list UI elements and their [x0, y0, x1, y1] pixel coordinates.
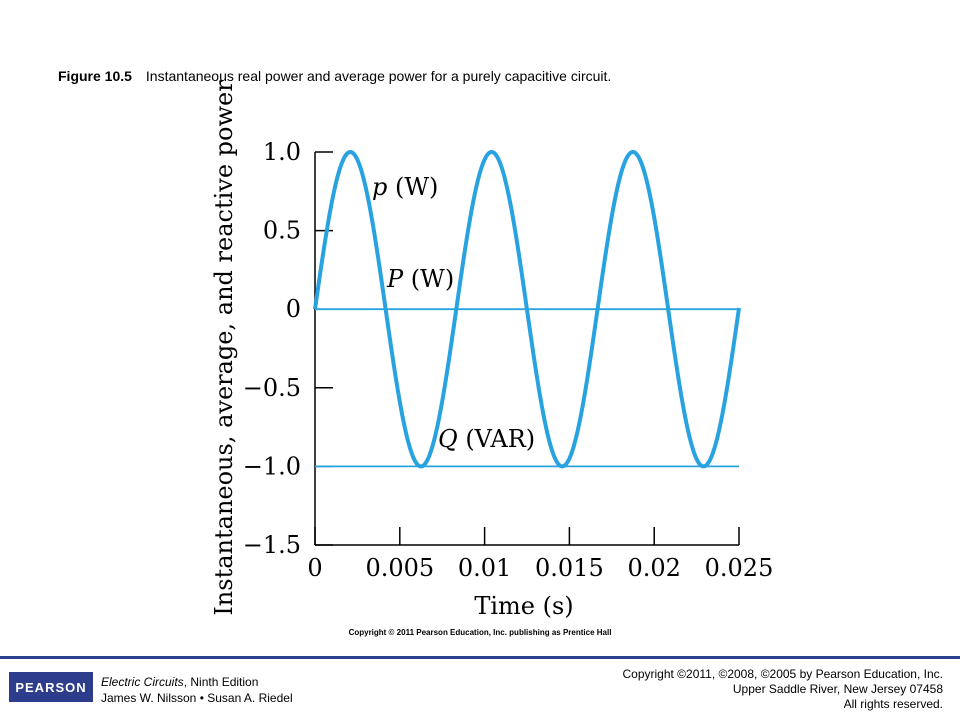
x-tick-label-3: 0.015 [535, 554, 604, 582]
y-tick-label-3: −0.5 [243, 374, 301, 402]
y-ticks: 1.0 0.5 0 −0.5 −1.0 −1.5 [243, 138, 333, 559]
chart-axes [314, 152, 739, 546]
x-tick-label-0: 0 [307, 554, 322, 582]
series-label-P-rest: (W) [403, 265, 454, 293]
series-label-p-rest: (W) [387, 173, 438, 201]
series-label-Q-italic: Q [438, 425, 458, 453]
copyright-line-2: Upper Saddle River, New Jersey 07458 [732, 682, 943, 696]
series-label-p-italic: p [372, 173, 387, 201]
series-label-p: p (W) [372, 173, 438, 201]
book-title: Electric Circuits [101, 675, 184, 689]
y-tick-label-2: 0 [286, 295, 301, 323]
series-label-P: P (W) [386, 265, 454, 293]
book-edition: , Ninth Edition [183, 675, 259, 689]
copyright-line-1: Copyright ©2011, ©2008, ©2005 by Pearson… [622, 667, 943, 681]
chart-series [313, 150, 741, 469]
book-info: Electric Circuits, Ninth Edition James W… [101, 674, 293, 706]
figure-caption-text: Instantaneous real power and average pow… [145, 68, 612, 84]
publisher-info: Copyright ©2011, ©2008, ©2005 by Pearson… [622, 667, 943, 712]
x-tick-label-4: 0.02 [627, 554, 680, 582]
series-label-Q: Q (VAR) [438, 425, 535, 453]
y-axis-label: Instantaneous, average, and reactive pow… [210, 80, 238, 616]
y-tick-label-5: −1.5 [243, 531, 301, 559]
series-label-Q-rest: (VAR) [458, 425, 535, 453]
series-label-P-italic: P [386, 265, 404, 293]
x-tick-label-5: 0.025 [705, 554, 774, 582]
pearson-logo: PEARSON [9, 672, 93, 702]
figure-number: Figure 10.5 [58, 68, 132, 84]
x-axis-label: Time (s) [474, 592, 573, 620]
book-authors: James W. Nilsson • Susan A. Riedel [101, 691, 293, 705]
copyright-line-3: All rights reserved. [843, 697, 943, 711]
x-ticks: 0 0.005 0.01 0.015 0.02 0.025 [307, 527, 773, 582]
y-tick-label-0: 1.0 [263, 138, 301, 166]
figure-copyright: Copyright © 2011 Pearson Education, Inc.… [348, 628, 612, 637]
series-labels: p (W) P (W) Q (VAR) [372, 173, 535, 453]
x-tick-label-1: 0.005 [365, 554, 434, 582]
y-tick-label-1: 0.5 [263, 217, 301, 245]
figure-caption: Figure 10.5 Instantaneous real power and … [58, 68, 611, 84]
x-tick-label-2: 0.01 [458, 554, 511, 582]
footer-divider [0, 656, 960, 659]
y-tick-label-4: −1.0 [243, 452, 301, 480]
